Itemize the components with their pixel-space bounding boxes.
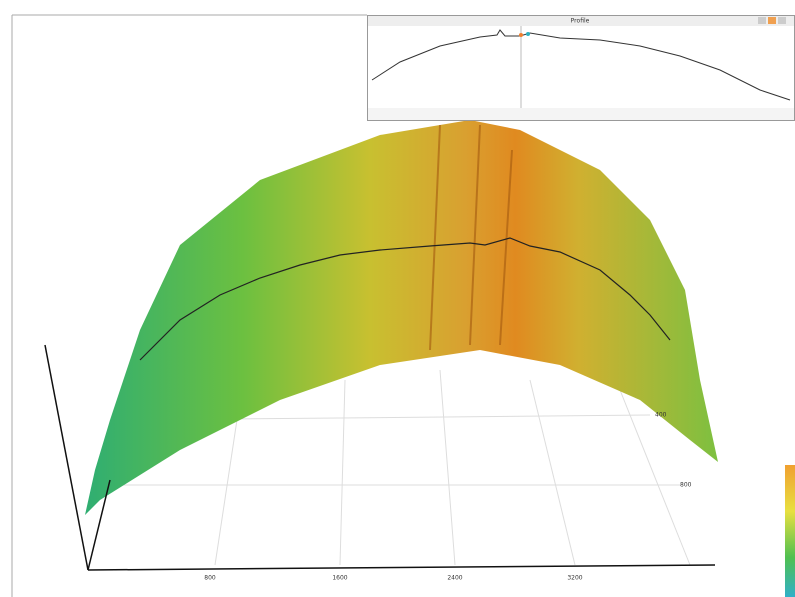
axes	[44, 344, 716, 571]
profile-line	[139, 237, 671, 361]
x-tick-label: 1600	[332, 575, 347, 582]
x-tick-label: 3200	[567, 575, 582, 582]
x-tick-label: 800	[204, 575, 216, 582]
profile-window: Profile	[367, 15, 795, 121]
color-bar	[785, 465, 795, 597]
surface	[85, 120, 718, 515]
window-title: Profile	[571, 18, 590, 25]
x-tick-label: 2400	[447, 575, 462, 582]
depth-tick-label: 800	[680, 482, 692, 489]
depth-tick-label: 400	[655, 412, 667, 419]
surface-ridges	[429, 124, 513, 351]
